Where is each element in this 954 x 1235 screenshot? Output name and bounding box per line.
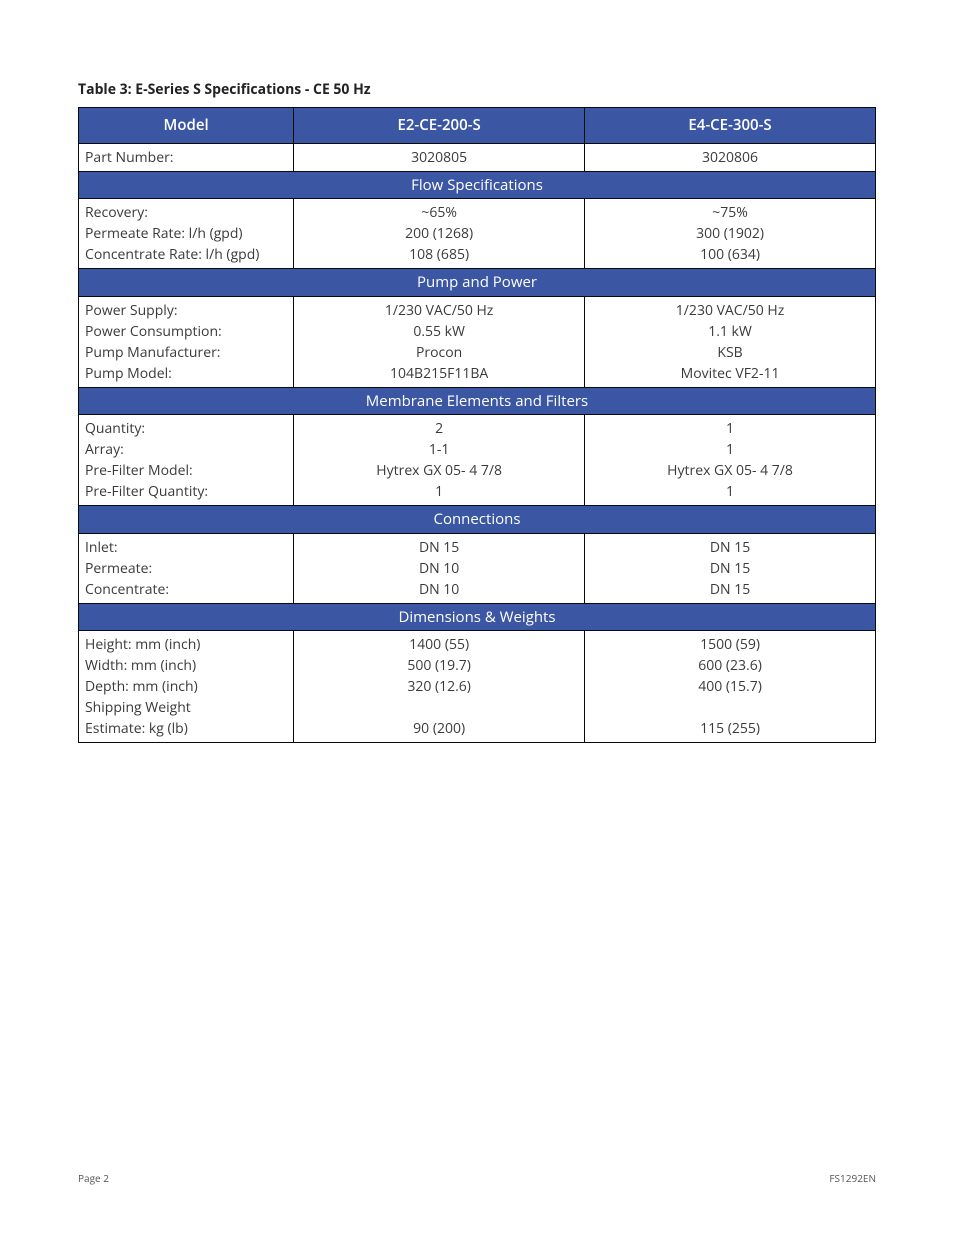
section-title: Membrane Elements and Filters	[79, 387, 876, 415]
cell-value-a: 1400 (55) 500 (19.7) 320 (12.6) 90 (200)	[294, 631, 585, 743]
row-part-number: Part Number: 3020805 3020806	[79, 143, 876, 171]
cell-label: Quantity: Array: Pre-Filter Model: Pre-F…	[79, 415, 294, 506]
cell-value-b: ~75% 300 (1902) 100 (634)	[585, 199, 876, 269]
section-pump: Pump and Power	[79, 269, 876, 297]
row-membrane-block: Quantity: Array: Pre-Filter Model: Pre-F…	[79, 415, 876, 506]
cell-value-a: 3020805	[294, 143, 585, 171]
row-connections-block: Inlet: Permeate: Concentrate: DN 15 DN 1…	[79, 533, 876, 603]
page-footer: Page 2 FS1292EN	[78, 1171, 876, 1185]
footer-left: Page 2	[78, 1171, 109, 1185]
section-title: Pump and Power	[79, 269, 876, 297]
cell-value-b: 1/230 VAC/50 Hz 1.1 kW KSB Movitec VF2-1…	[585, 296, 876, 387]
section-connections: Connections	[79, 506, 876, 534]
footer-right: FS1292EN	[829, 1171, 876, 1185]
row-dimensions-block: Height: mm (inch) Width: mm (inch) Depth…	[79, 631, 876, 743]
section-flow: Flow Specifications	[79, 171, 876, 199]
section-membrane: Membrane Elements and Filters	[79, 387, 876, 415]
cell-label: Height: mm (inch) Width: mm (inch) Depth…	[79, 631, 294, 743]
cell-value-a: 1/230 VAC/50 Hz 0.55 kW Procon 104B215F1…	[294, 296, 585, 387]
cell-label: Recovery: Permeate Rate: l/h (gpd) Conce…	[79, 199, 294, 269]
header-model-a: E2-CE-200-S	[294, 108, 585, 144]
cell-label: Inlet: Permeate: Concentrate:	[79, 533, 294, 603]
table-header-row: Model E2-CE-200-S E4-CE-300-S	[79, 108, 876, 144]
cell-value-a: ~65% 200 (1268) 108 (685)	[294, 199, 585, 269]
cell-value-b: 1 1 Hytrex GX 05- 4 7/8 1	[585, 415, 876, 506]
section-title: Connections	[79, 506, 876, 534]
header-model-b: E4-CE-300-S	[585, 108, 876, 144]
cell-value-b: DN 15 DN 15 DN 15	[585, 533, 876, 603]
cell-label: Part Number:	[79, 143, 294, 171]
header-label: Model	[79, 108, 294, 144]
cell-value-b: 3020806	[585, 143, 876, 171]
row-pump-block: Power Supply: Power Consumption: Pump Ma…	[79, 296, 876, 387]
table-title: Table 3: E-Series S Specifications - CE …	[78, 80, 876, 99]
section-dimensions: Dimensions & Weights	[79, 603, 876, 631]
cell-label: Power Supply: Power Consumption: Pump Ma…	[79, 296, 294, 387]
section-title: Flow Specifications	[79, 171, 876, 199]
section-title: Dimensions & Weights	[79, 603, 876, 631]
page: Table 3: E-Series S Specifications - CE …	[0, 0, 954, 1235]
spec-table: Model E2-CE-200-S E4-CE-300-S Part Numbe…	[78, 107, 876, 743]
cell-value-a: DN 15 DN 10 DN 10	[294, 533, 585, 603]
cell-value-b: 1500 (59) 600 (23.6) 400 (15.7) 115 (255…	[585, 631, 876, 743]
cell-value-a: 2 1-1 Hytrex GX 05- 4 7/8 1	[294, 415, 585, 506]
row-flow-block: Recovery: Permeate Rate: l/h (gpd) Conce…	[79, 199, 876, 269]
